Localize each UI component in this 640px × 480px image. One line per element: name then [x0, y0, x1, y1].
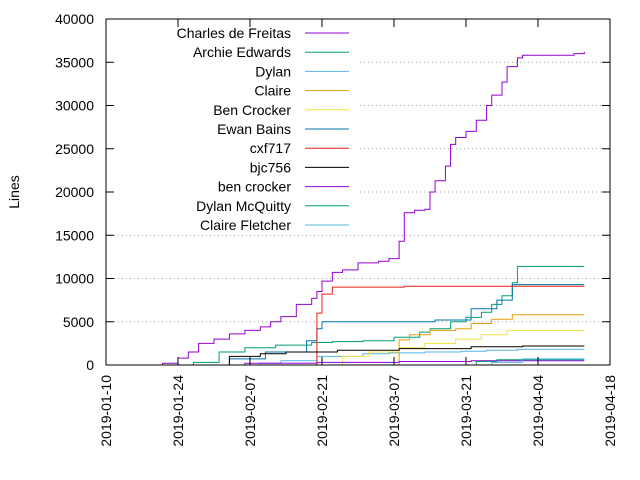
series-line-0	[147, 51, 585, 366]
legend-label-8: ben crocker	[218, 179, 291, 195]
y-tick-label: 40000	[55, 11, 94, 27]
y-tick-label: 35000	[55, 54, 94, 70]
legend-label-5: Ewan Bains	[217, 121, 291, 137]
legend-label-10: Claire Fletcher	[200, 217, 291, 233]
series-lines	[147, 51, 585, 366]
x-tick-label: 2019-01-10	[98, 375, 114, 447]
series-line-8	[183, 360, 585, 366]
series-line-5	[198, 284, 585, 366]
y-tick-label: 20000	[55, 184, 94, 200]
legend: Charles de Freitas Archie Edwards Dylan Cla…	[177, 25, 349, 233]
series-line-7	[219, 345, 585, 366]
legend-label-1: Archie Edwards	[193, 44, 291, 60]
x-tick-label: 2019-01-24	[170, 375, 186, 447]
legend-label-0: Charles de Freitas	[177, 25, 291, 41]
y-tick-label: 5000	[63, 314, 94, 330]
y-axis-title: Lines	[6, 175, 22, 208]
series-line-3	[394, 314, 585, 366]
y-tick-label: 10000	[55, 271, 94, 287]
x-tick-label: 2019-04-04	[530, 375, 546, 447]
x-tick-label: 2019-04-18	[602, 375, 618, 447]
legend-label-4: Ben Crocker	[213, 102, 291, 118]
legend-label-6: cxf717	[250, 140, 291, 156]
series-line-6	[311, 285, 585, 366]
x-tick-label: 2019-02-21	[314, 375, 330, 447]
y-tick-label: 15000	[55, 227, 94, 243]
y-tick-label: 30000	[55, 98, 94, 114]
legend-label-7: bjc756	[250, 159, 291, 175]
x-tick-label: 2019-02-07	[242, 375, 258, 447]
legend-label-3: Claire	[254, 83, 291, 99]
y-tick-label: 0	[86, 357, 94, 373]
series-line-4	[316, 329, 585, 366]
axes: 0 5000 10000 15000 20000 25000 30000 35000 40000…	[55, 11, 618, 447]
legend-label-2: Dylan	[255, 63, 291, 79]
x-tick-label: 2019-03-21	[458, 375, 474, 447]
x-tick-label: 2019-03-07	[386, 375, 402, 447]
grid-lines	[106, 61, 610, 323]
y-tick-label: 25000	[55, 141, 94, 157]
legend-label-9: Dylan McQuitty	[196, 198, 291, 214]
